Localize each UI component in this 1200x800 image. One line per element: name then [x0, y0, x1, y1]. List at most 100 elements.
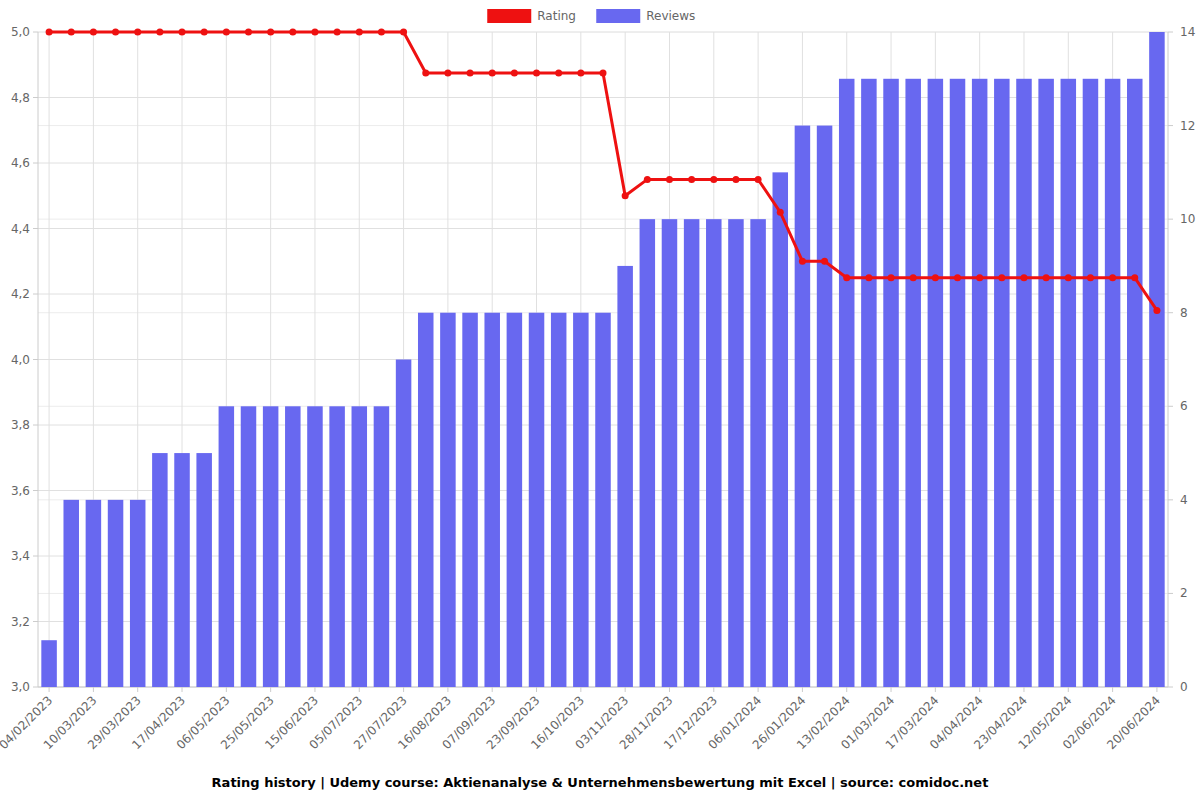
bar [241, 406, 257, 687]
x-tick [226, 687, 227, 692]
bar [905, 79, 921, 687]
x-tick [625, 687, 626, 692]
y2-tick-label: 14 [1180, 25, 1195, 39]
legend: Rating Reviews [487, 9, 695, 23]
marker [755, 176, 762, 183]
bar [573, 313, 589, 687]
bar [662, 219, 678, 687]
y2-tick-label: 12 [1180, 119, 1195, 133]
bar [86, 500, 102, 687]
marker [644, 176, 651, 183]
bar [152, 453, 168, 687]
bar [928, 79, 944, 687]
y2-tick [1168, 593, 1173, 594]
bar [307, 406, 323, 687]
bar [130, 500, 146, 687]
marker [600, 69, 607, 76]
bar [1083, 79, 1099, 687]
y2-tick-label: 2 [1180, 586, 1188, 600]
bar [507, 313, 523, 687]
marker [1087, 274, 1094, 281]
bar [329, 406, 345, 687]
y2-tick [1168, 687, 1173, 688]
marker [422, 69, 429, 76]
bar [750, 219, 766, 687]
x-tick [758, 687, 759, 692]
legend-swatch [596, 9, 640, 23]
marker [976, 274, 983, 281]
x-tick [182, 687, 183, 692]
marker [179, 29, 186, 36]
bar [706, 219, 722, 687]
bar [440, 313, 456, 687]
marker [843, 274, 850, 281]
marker [732, 176, 739, 183]
y2-tick [1168, 219, 1173, 220]
y-tick-label: 3,4 [11, 549, 30, 563]
y2-tick [1168, 312, 1173, 313]
bar [551, 313, 567, 687]
marker [998, 274, 1005, 281]
marker [622, 192, 629, 199]
bar [285, 406, 301, 687]
marker [577, 69, 584, 76]
y-tick [33, 621, 38, 622]
legend-label: Reviews [646, 9, 695, 23]
line [49, 32, 1157, 310]
bar [1016, 79, 1032, 687]
bar [972, 79, 988, 687]
marker [112, 29, 119, 36]
marker [799, 258, 806, 265]
bar [994, 79, 1010, 687]
y-tick [33, 556, 38, 557]
marker [289, 29, 296, 36]
y2-axis-line [1168, 32, 1169, 687]
y2-tick-label: 10 [1180, 212, 1195, 226]
bar [374, 406, 390, 687]
marker [1153, 307, 1160, 314]
y-tick [33, 359, 38, 360]
bar [1105, 79, 1121, 687]
x-tick [802, 687, 803, 692]
y-tick [33, 294, 38, 295]
marker [910, 274, 917, 281]
marker [888, 274, 895, 281]
x-tick [580, 687, 581, 692]
marker [865, 274, 872, 281]
bar [684, 219, 700, 687]
grid-line [49, 32, 50, 687]
x-tick [1156, 687, 1157, 692]
y-tick [33, 228, 38, 229]
y-tick-label: 3,2 [11, 615, 30, 629]
y2-tick-label: 0 [1180, 680, 1188, 694]
marker [954, 274, 961, 281]
y2-tick [1168, 499, 1173, 500]
bar [396, 360, 412, 688]
bar [263, 406, 279, 687]
marker [245, 29, 252, 36]
plot-area [41, 29, 1164, 688]
bar [462, 313, 478, 687]
bar [174, 453, 190, 687]
y2-tick [1168, 32, 1173, 33]
marker [223, 29, 230, 36]
x-tick [137, 687, 138, 692]
bar [595, 313, 611, 687]
x-tick [891, 687, 892, 692]
marker [467, 69, 474, 76]
marker [311, 29, 318, 36]
marker [932, 274, 939, 281]
marker [777, 209, 784, 216]
legend-label: Rating [537, 9, 576, 23]
marker [511, 69, 518, 76]
x-tick [713, 687, 714, 692]
bar [219, 406, 235, 687]
x-tick [846, 687, 847, 692]
bar [418, 313, 434, 687]
marker [1131, 274, 1138, 281]
grid [38, 32, 1168, 687]
legend-swatch [487, 9, 531, 23]
marker [378, 29, 385, 36]
y2-tick [1168, 406, 1173, 407]
y-tick-label: 4,4 [11, 222, 30, 236]
